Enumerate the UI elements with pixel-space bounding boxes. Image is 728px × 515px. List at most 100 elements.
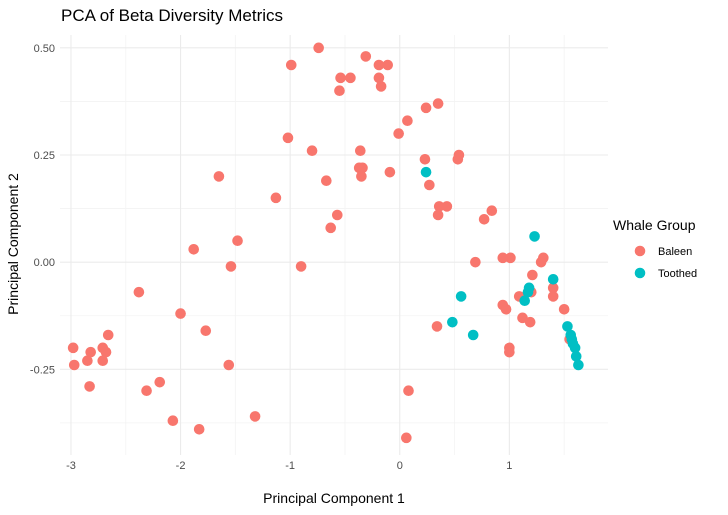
point-toothed [573, 359, 584, 371]
point-baleen [331, 209, 343, 221]
x-axis-label: Principal Component 1 [263, 490, 405, 506]
point-toothed [547, 273, 559, 285]
point-baleen [68, 359, 80, 371]
y-tick-label: 0.25 [34, 150, 55, 162]
point-baleen [420, 102, 432, 114]
point-baleen [97, 355, 109, 367]
point-baleen [334, 85, 345, 97]
point-baleen [497, 252, 509, 264]
point-baleen [393, 128, 404, 139]
x-tick-label: -2 [176, 460, 186, 472]
point-toothed [467, 329, 479, 341]
point-baleen [102, 329, 114, 341]
point-baleen [470, 256, 481, 268]
point-baleen [432, 209, 444, 221]
point-baleen [357, 162, 368, 174]
point-baleen [558, 303, 570, 315]
point-toothed [519, 295, 531, 307]
point-baleen [232, 235, 243, 247]
y-tick-labels: -0.25 0.00 0.25 0.50 [30, 43, 55, 376]
point-baleen [193, 423, 205, 435]
point-toothed [420, 166, 432, 178]
point-baleen [188, 243, 200, 255]
point-toothed [569, 342, 581, 354]
point-baleen [373, 59, 385, 71]
point-baleen [133, 286, 145, 298]
point-baleen [100, 346, 112, 358]
point-baleen [200, 325, 212, 337]
point-toothed [447, 316, 458, 328]
point-baleen [356, 171, 367, 182]
point-baleen [325, 222, 337, 234]
point-baleen [375, 81, 387, 92]
point-baleen [345, 72, 356, 84]
point-baleen [355, 145, 366, 157]
legend-key-baleen [634, 245, 646, 257]
point-baleen [285, 59, 297, 71]
point-toothed [522, 286, 534, 298]
chart-title: PCA of Beta Diversity Metrics [61, 6, 283, 25]
point-baleen [223, 359, 235, 371]
y-axis-label: Principal Component 2 [5, 173, 21, 315]
point-baleen [547, 282, 559, 294]
point-baleen [547, 291, 559, 302]
point-baleen [295, 261, 307, 272]
data-points [67, 42, 584, 444]
point-baleen [403, 385, 414, 397]
point-baleen [504, 346, 515, 358]
point-baleen [441, 201, 453, 212]
x-tick-label: -3 [66, 460, 76, 472]
point-baleen [401, 432, 412, 444]
grid-minor [60, 35, 608, 455]
point-baleen [384, 166, 396, 178]
point-baleen [282, 132, 294, 144]
point-baleen [141, 385, 152, 397]
legend-title: Whale Group [613, 217, 696, 233]
point-baleen [321, 175, 332, 187]
x-tick-label: 1 [506, 460, 512, 472]
legend: Whale Group Baleen Toothed [613, 217, 697, 280]
legend-key-toothed [634, 267, 646, 279]
point-toothed [562, 321, 573, 332]
y-tick-label: -0.25 [30, 364, 55, 376]
point-baleen [67, 342, 79, 354]
point-baleen [478, 213, 490, 225]
point-baleen [175, 308, 186, 319]
point-toothed [570, 351, 582, 362]
point-baleen [382, 59, 394, 71]
legend-label-toothed: Toothed [658, 268, 697, 280]
point-baleen [84, 381, 95, 392]
point-baleen [85, 346, 96, 358]
point-baleen [225, 261, 237, 272]
point-baleen [154, 376, 166, 388]
point-toothed [455, 291, 467, 302]
point-baleen [527, 269, 538, 281]
point-baleen [360, 51, 372, 62]
point-baleen [535, 256, 547, 268]
point-baleen [313, 42, 324, 54]
x-tick-label: 0 [397, 460, 403, 472]
point-baleen [373, 72, 385, 84]
point-baleen [402, 115, 413, 127]
x-tick-label: -1 [285, 460, 295, 472]
point-baleen [431, 321, 443, 332]
point-baleen [505, 252, 516, 264]
point-baleen [424, 179, 435, 191]
point-baleen [524, 316, 536, 328]
grid-major [60, 35, 608, 455]
point-baleen [82, 355, 93, 367]
legend-items: Baleen Toothed [634, 245, 697, 280]
point-baleen [500, 303, 512, 315]
point-baleen [167, 415, 179, 427]
point-baleen [452, 153, 464, 165]
point-baleen [433, 201, 445, 212]
point-baleen [249, 411, 261, 422]
point-baleen [306, 145, 318, 157]
point-baleen [432, 98, 444, 109]
point-baleen [419, 153, 431, 165]
point-baleen [213, 171, 225, 182]
x-tick-labels: -3 -2 -1 0 1 [66, 460, 512, 472]
point-baleen [270, 192, 282, 204]
point-baleen [335, 72, 346, 84]
y-tick-label: 0.00 [34, 257, 55, 269]
